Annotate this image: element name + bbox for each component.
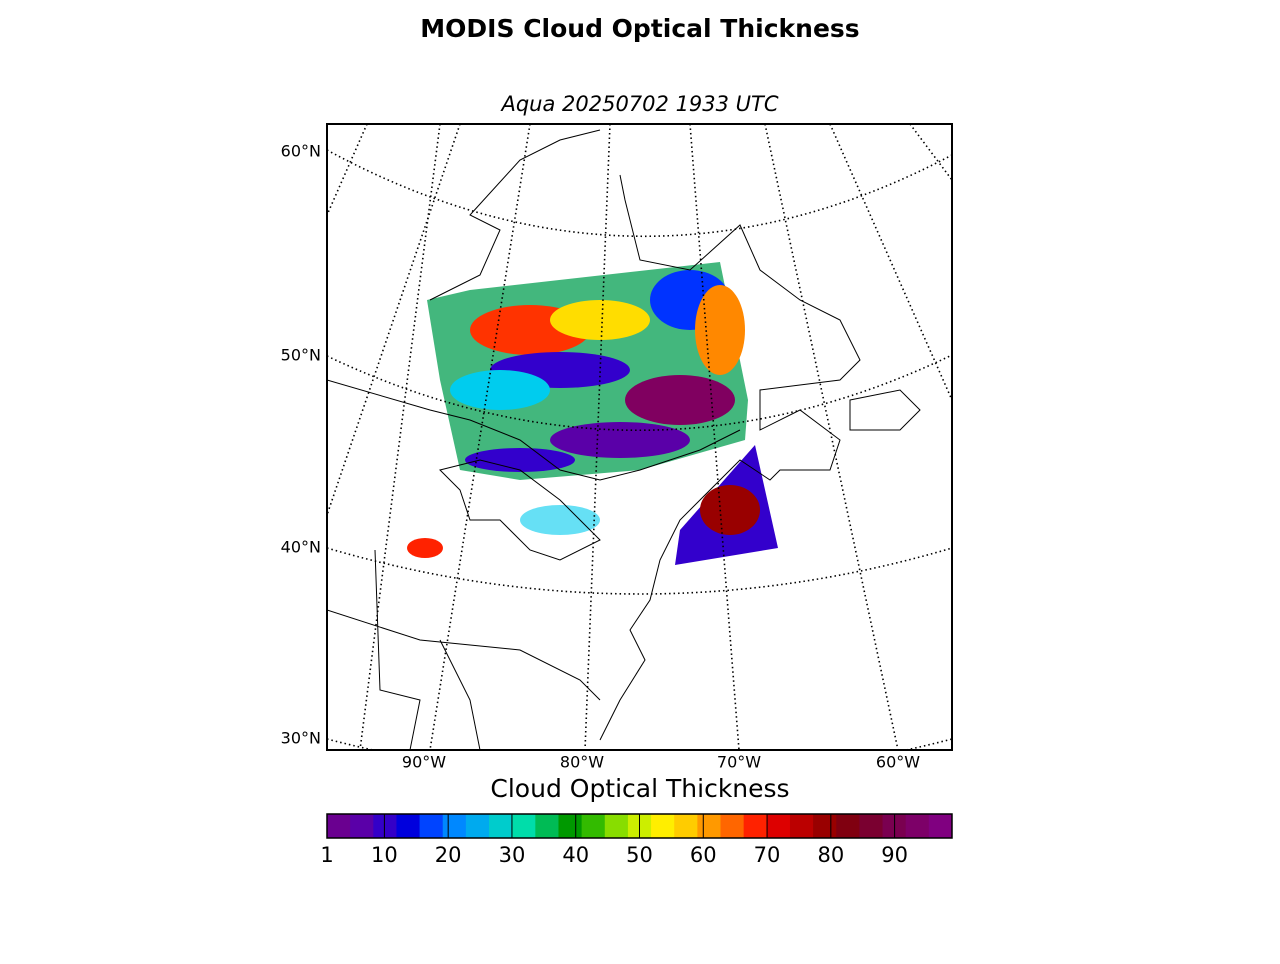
colorbar-segment (674, 814, 698, 838)
colorbar-segment (373, 814, 397, 838)
lat-label: 40°N (281, 538, 321, 557)
map-labels: 60°N 50°N 40°N 30°N 90°W 80°W 70°W 60°W (281, 142, 921, 772)
colorbar-segment (489, 814, 513, 838)
colorbar-segment (419, 814, 444, 838)
lon-label: 70°W (717, 753, 761, 772)
colorbar-segment (604, 814, 629, 838)
colorbar-segment (720, 814, 745, 838)
colorbar-tick-label: 50 (626, 843, 653, 867)
title: MODIS Cloud Optical Thickness (420, 14, 859, 43)
lat-label: 30°N (281, 729, 321, 748)
colorbar-tick-label: 1 (320, 843, 333, 867)
coastlines (327, 129, 921, 750)
lon-label: 80°W (560, 753, 604, 772)
graticule (327, 124, 952, 750)
colorbar-tick-label: 40 (562, 843, 589, 867)
lat-label: 50°N (281, 346, 321, 365)
colorbar-tick-label: 60 (690, 843, 717, 867)
map-frame (326, 123, 953, 751)
colorbar-segment (928, 814, 953, 838)
colorbar-segment (697, 814, 722, 838)
colorbar-tick-label: 10 (371, 843, 398, 867)
colorbar-segment (512, 814, 536, 838)
colorbar-tick-label: 20 (435, 843, 462, 867)
cloud-swath (407, 262, 778, 565)
colorbar-segment (465, 814, 490, 838)
colorbar-segment (813, 814, 837, 838)
colorbar-segment (558, 814, 583, 838)
colorbar-segment (396, 814, 421, 838)
colorbar-tick-label: 80 (817, 843, 844, 867)
colorbar-segment (836, 814, 860, 838)
colorbar-tick-label: 70 (754, 843, 781, 867)
map (327, 124, 952, 750)
lon-label: 90°W (402, 753, 446, 772)
colorbar-segment (535, 814, 559, 838)
colorbar-tick-label: 90 (881, 843, 908, 867)
colorbar-label: Cloud Optical Thickness (490, 774, 789, 803)
colorbar-segment (859, 814, 884, 838)
colorbar-segment (350, 814, 374, 838)
colorbar-segment (651, 814, 675, 838)
lat-label: 60°N (281, 142, 321, 161)
subtitle: Aqua 20250702 1933 UTC (499, 92, 778, 116)
colorbar-segment (743, 814, 768, 838)
colorbar-segment (581, 814, 606, 838)
colorbar-tick-label: 30 (499, 843, 526, 867)
colorbar-segment (766, 814, 791, 838)
colorbar-segment (789, 814, 814, 838)
lon-label: 60°W (876, 753, 920, 772)
colorbar-segment (905, 814, 930, 838)
colorbar-segment (442, 814, 467, 838)
colorbar-segment (327, 814, 351, 838)
colorbar: 1 10 20 30 40 50 60 70 80 90 (320, 813, 953, 867)
